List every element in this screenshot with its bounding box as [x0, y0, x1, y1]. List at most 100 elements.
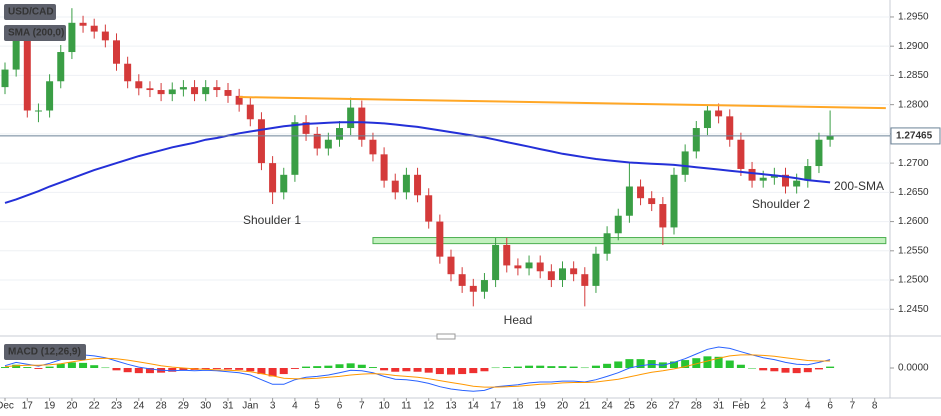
histogram-bar [168, 368, 177, 372]
candle-body [525, 262, 533, 269]
histogram-bar [391, 368, 400, 372]
x-tick-label: 6 [827, 401, 833, 412]
y-tick-label: 0.0000 [898, 363, 929, 374]
histogram-bar [502, 367, 511, 368]
y-tick-label: 1.2450 [898, 304, 929, 315]
histogram-bar [45, 366, 54, 368]
candle-body [570, 268, 578, 275]
histogram-bar [736, 364, 745, 368]
histogram-bar [625, 359, 634, 368]
candle-body [1, 69, 9, 88]
x-tick-label: 21 [579, 401, 591, 412]
histogram-bar [480, 368, 489, 372]
candle-body [547, 271, 555, 281]
candle-body [313, 133, 321, 149]
candle-body [614, 215, 622, 234]
x-tick-label: 3 [783, 401, 789, 412]
x-tick-label: 4 [805, 401, 811, 412]
x-tick-label: 6 [337, 401, 343, 412]
candle-body [447, 256, 455, 275]
histogram-bar [23, 367, 32, 368]
candle-body [659, 204, 667, 228]
y-tick-label: 1.2800 [898, 99, 929, 110]
candle-body [191, 87, 199, 95]
candle-body [113, 40, 120, 64]
histogram-bar [692, 358, 701, 368]
x-tick-label: 24 [602, 401, 614, 412]
histogram-bar [569, 366, 578, 368]
candle-body [213, 87, 221, 91]
histogram-bar [670, 361, 678, 368]
candle-body [369, 139, 377, 155]
y-tick-label: 1.2550 [898, 245, 929, 256]
x-tick-label: 26 [646, 401, 658, 412]
x-tick-label: 20 [66, 401, 78, 412]
label-text: USD/CAD [8, 7, 54, 18]
x-tick-label: 22 [89, 401, 101, 412]
histogram-bar [580, 367, 589, 369]
histogram-bar [79, 362, 88, 368]
candle-body [737, 139, 745, 169]
histogram-bar [212, 368, 221, 369]
x-tick-label: 3 [270, 401, 276, 412]
candle-body [79, 22, 87, 26]
histogram-bar [792, 368, 801, 374]
y-tick-label: 1.2950 [898, 12, 929, 23]
x-tick-label: 17 [22, 401, 34, 412]
candle-body [514, 265, 522, 269]
macd-line [4, 346, 831, 392]
candle-body [536, 262, 544, 272]
histogram-bar [101, 367, 110, 369]
histogram-bar [759, 368, 768, 371]
histogram-bar [603, 363, 612, 368]
neckline [239, 96, 886, 110]
candle-body [324, 139, 332, 149]
candle-body [269, 163, 277, 193]
candle-body [146, 88, 154, 91]
candle-body [224, 90, 232, 96]
histogram-bar [346, 363, 355, 368]
candle-body [280, 174, 288, 193]
last-price-label: 1.27465 [896, 131, 933, 142]
histogram-bar [1, 367, 9, 368]
annotation: Shoulder 2 [752, 197, 810, 211]
candle-body [759, 177, 767, 181]
candle-body [23, 37, 31, 111]
candle-body [782, 174, 789, 187]
candle-body [503, 244, 511, 266]
histogram-bar [781, 368, 790, 373]
histogram-bar [290, 368, 299, 369]
histogram-bar [380, 368, 389, 371]
candle-body [625, 186, 633, 216]
candle-body [202, 87, 210, 95]
annotation: 200-SMA [834, 179, 884, 193]
histogram-bar [335, 364, 344, 368]
candle-body [648, 198, 656, 205]
x-tick-label: 29 [178, 401, 190, 412]
histogram-bar [748, 368, 757, 369]
histogram-bar [458, 368, 467, 375]
histogram-bar [368, 367, 377, 368]
annotation: Shoulder 1 [243, 213, 301, 227]
histogram-bar [770, 368, 779, 372]
histogram-bar [145, 368, 154, 374]
histogram-bar [56, 363, 65, 368]
candle-body [391, 180, 399, 193]
x-tick-label: 27 [668, 401, 680, 412]
histogram-bar [469, 368, 478, 374]
candle-body [715, 110, 723, 117]
candle-body [592, 253, 600, 286]
x-tick-label: 7 [359, 401, 365, 412]
histogram-bar [134, 368, 143, 374]
x-tick-label: 25 [624, 401, 636, 412]
histogram-bar [725, 360, 734, 368]
x-tick-label: Feb [732, 401, 750, 412]
candle-body [302, 122, 310, 134]
candle-body [90, 25, 98, 32]
histogram-bar [90, 365, 99, 368]
x-tick-label: 7 [850, 401, 856, 412]
candle-body [559, 268, 566, 281]
histogram-bar [424, 368, 433, 373]
